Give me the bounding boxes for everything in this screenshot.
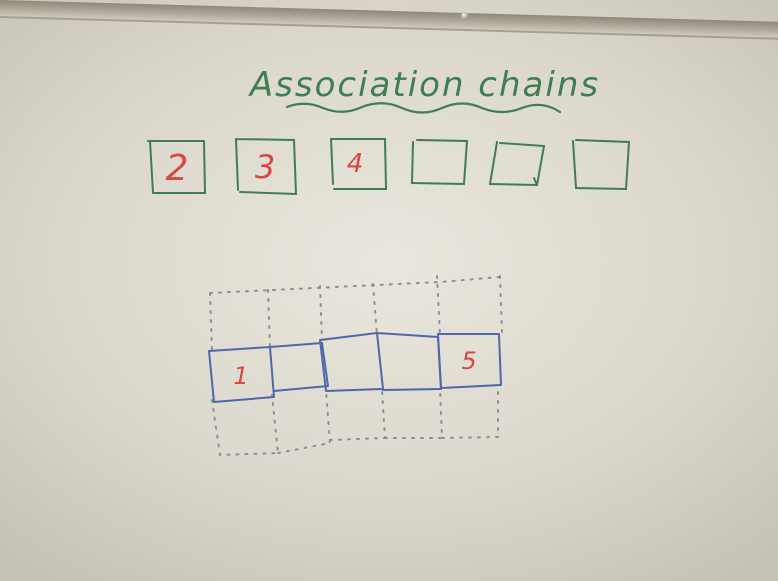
chain-labels: 1 5 xyxy=(233,347,476,390)
title-underline xyxy=(285,102,562,114)
chain-box xyxy=(319,332,384,392)
top-row-box xyxy=(410,139,469,186)
top-row-label: 2 xyxy=(166,148,189,189)
top-row-box xyxy=(147,140,207,194)
chain-box xyxy=(269,342,329,392)
top-row-label: 4 xyxy=(347,149,364,179)
top-row-label: 3 xyxy=(255,148,275,186)
top-row-box xyxy=(488,141,546,187)
top-row-box xyxy=(572,139,631,191)
title-text: Association chains xyxy=(248,65,600,105)
chain-box xyxy=(376,332,442,391)
chain-label: 5 xyxy=(461,347,476,375)
dotted-grid xyxy=(209,275,503,457)
top-row-box xyxy=(330,138,388,190)
chain-label: 1 xyxy=(233,362,248,390)
chain-boxes xyxy=(208,332,502,403)
top-row-box xyxy=(235,138,298,196)
chain-box xyxy=(208,346,275,403)
chain-box xyxy=(437,333,502,389)
top-row-labels: 2 3 4 xyxy=(166,148,364,189)
frame-screw-icon xyxy=(461,12,469,20)
top-row-boxes xyxy=(147,138,631,196)
